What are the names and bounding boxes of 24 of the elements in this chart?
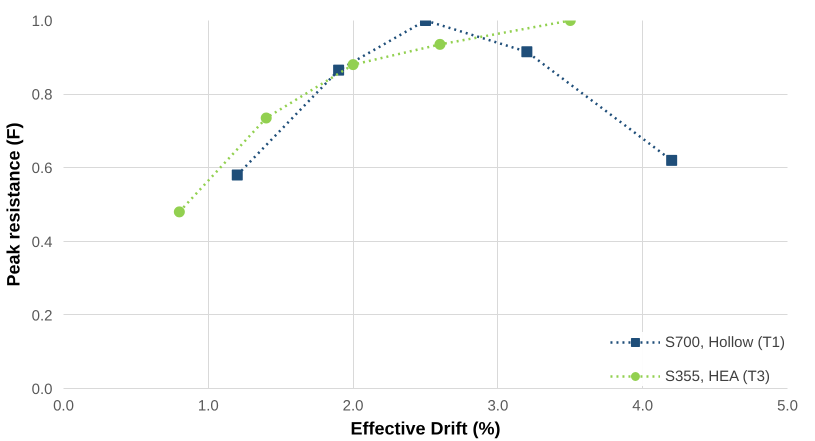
point — [521, 46, 532, 58]
y-axis-title: Peak resistance (F) — [4, 122, 24, 287]
point — [348, 59, 359, 70]
x-axis-title: Effective Drift (%) — [350, 418, 501, 438]
point — [666, 154, 678, 166]
y-tick-label: 0.2 — [32, 307, 53, 324]
x-tick-label: 1.0 — [198, 398, 219, 414]
y-tick-label: 0.6 — [32, 160, 53, 178]
legend-label: S700, Hollow (T1) — [664, 334, 785, 350]
point — [333, 64, 344, 76]
x-tick-label: 5.0 — [777, 398, 798, 414]
x-tick-label: 3.0 — [487, 398, 508, 414]
point — [434, 38, 446, 50]
y-tick-label: 0.0 — [32, 381, 53, 398]
x-tick-label: 2.0 — [342, 398, 364, 414]
y-tick-label: 0.8 — [32, 86, 53, 104]
x-tick-label: 4.0 — [632, 398, 654, 414]
y-tick-label: 0.4 — [32, 234, 53, 251]
point — [232, 170, 243, 181]
point — [174, 206, 185, 218]
legend-label: S355, HEA (T3) — [664, 368, 770, 384]
x-tick-label: 0.0 — [53, 398, 74, 414]
y-tick-label: 1.0 — [32, 13, 53, 30]
point — [260, 112, 272, 124]
